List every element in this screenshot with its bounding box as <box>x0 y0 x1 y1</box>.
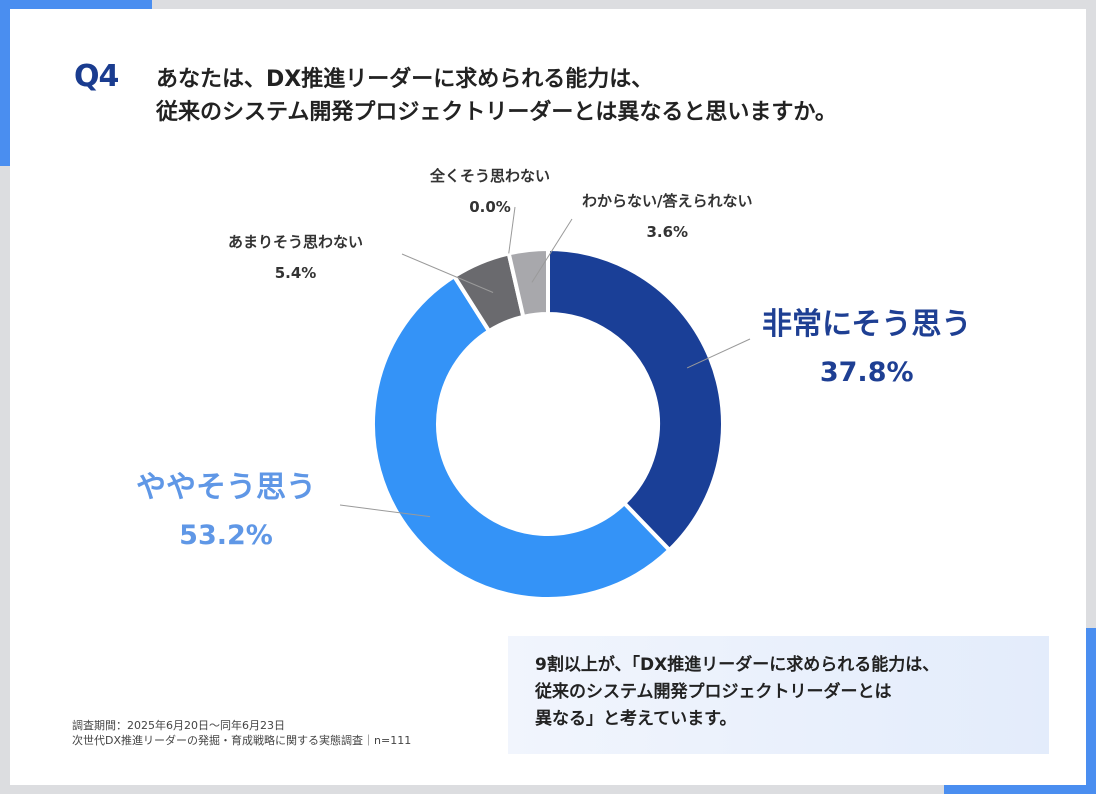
leader-line-not-much-agree <box>401 253 494 293</box>
category-label: ややそう思う <box>136 470 316 505</box>
slice-dont-know <box>506 246 550 320</box>
category-label: 非常にそう思う <box>762 307 972 342</box>
question-line-2: 従来のシステム開発プロジェクトリーダーとは異なると思いますか。 <box>156 100 837 125</box>
survey-period: 調査期間：2025年6月20日～同年6月23日 <box>72 719 285 732</box>
label-not-much-agree: あまりそう思わない 5.4% <box>228 231 363 282</box>
question-text: あなたは、DX推進リーダーに求められる能力は、 従来のシステム開発プロジェクトリ… <box>156 63 1036 129</box>
label-very-much-agree: 非常にそう思う 37.8% <box>762 299 971 388</box>
label-dont-know: わからない/答えられない 3.6% <box>582 190 752 241</box>
label-somewhat-agree: ややそう思う 53.2% <box>136 462 316 551</box>
leader-line-not-at-all-agree <box>508 206 516 254</box>
category-label: あまりそう思わない <box>228 233 364 251</box>
survey-name: 次世代DX推進リーダーの発掘・育成戦略に関する実態調査｜n=111 <box>72 734 412 747</box>
question-line-1: あなたは、DX推進リーダーに求められる能力は、 <box>156 67 654 92</box>
question-number: Q4 <box>74 59 119 94</box>
survey-footer: 調査期間：2025年6月20日～同年6月23日 次世代DX推進リーダーの発掘・育… <box>72 718 411 748</box>
slice-somewhat-agree <box>371 273 673 601</box>
note-line-2: 従来のシステム開発プロジェクトリーダーとは <box>535 682 892 702</box>
category-label: わからない/答えられない <box>582 192 753 210</box>
summary-note: 9割以上が、「DX推進リーダーに求められる能力は、 従来のシステム開発プロジェク… <box>508 636 1049 754</box>
value-label: 0.0% <box>469 198 511 216</box>
value-label: 37.8% <box>819 357 914 388</box>
donut-slices <box>371 246 725 601</box>
value-label: 53.2% <box>179 520 273 551</box>
leader-line-somewhat-agree <box>339 504 431 518</box>
leader-line-dont-know <box>531 218 573 283</box>
slide-card: Q4 あなたは、DX推進リーダーに求められる能力は、 従来のシステム開発プロジェ… <box>10 9 1086 785</box>
category-label: 全くそう思わない <box>430 167 551 185</box>
slice-very-much-agree <box>546 246 725 553</box>
note-line-1: 9割以上が、「DX推進リーダーに求められる能力は、 <box>535 655 940 675</box>
leader-line-very-much-agree <box>686 338 751 369</box>
value-label: 3.6% <box>646 223 689 241</box>
donut-chart <box>339 206 751 601</box>
note-line-3: 異なる」と考えています。 <box>535 709 737 729</box>
label-not-at-all-agree: 全くそう思わない 0.0% <box>430 165 550 216</box>
leader-lines <box>339 206 751 518</box>
value-label: 5.4% <box>274 264 317 282</box>
